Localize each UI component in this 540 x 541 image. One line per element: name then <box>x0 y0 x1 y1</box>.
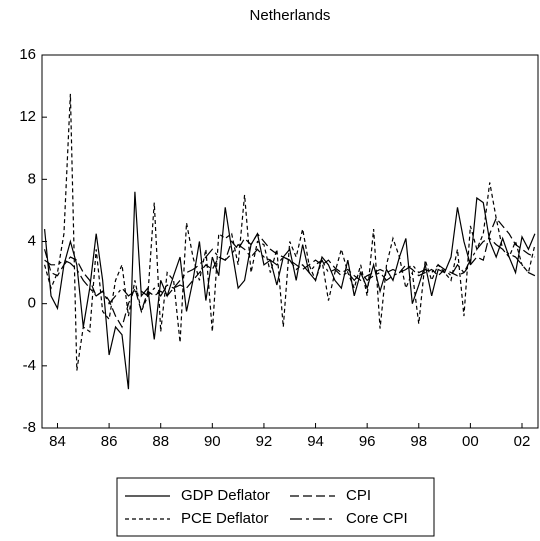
series-line <box>44 237 536 305</box>
x-tick-label: 00 <box>462 433 479 450</box>
y-tick-label: 16 <box>19 46 36 63</box>
x-tick-label: 84 <box>49 433 66 450</box>
y-tick-label: -4 <box>23 357 36 374</box>
x-tick-label: 92 <box>256 433 273 450</box>
series-line <box>44 217 536 329</box>
chart-title: Netherlands <box>250 7 331 24</box>
x-tick-label: 90 <box>204 433 221 450</box>
legend-label: CPI <box>346 487 371 504</box>
x-tick-label: 98 <box>410 433 427 450</box>
x-tick-label: 02 <box>514 433 531 450</box>
legend-box <box>116 477 435 537</box>
x-tick-label: 94 <box>307 433 324 450</box>
x-tick-label: 86 <box>101 433 118 450</box>
y-tick-label: 8 <box>28 170 36 187</box>
x-tick-label: 96 <box>359 433 376 450</box>
series-line <box>44 93 536 371</box>
legend-label: PCE Deflator <box>181 510 269 527</box>
legend-label: Core CPI <box>346 510 408 527</box>
y-tick-label: 12 <box>19 108 36 125</box>
y-tick-label: 0 <box>28 295 36 312</box>
x-tick-label: 88 <box>152 433 169 450</box>
y-tick-label: 4 <box>28 232 36 249</box>
legend-label: GDP Deflator <box>181 487 270 504</box>
y-tick-label: -8 <box>23 419 36 436</box>
